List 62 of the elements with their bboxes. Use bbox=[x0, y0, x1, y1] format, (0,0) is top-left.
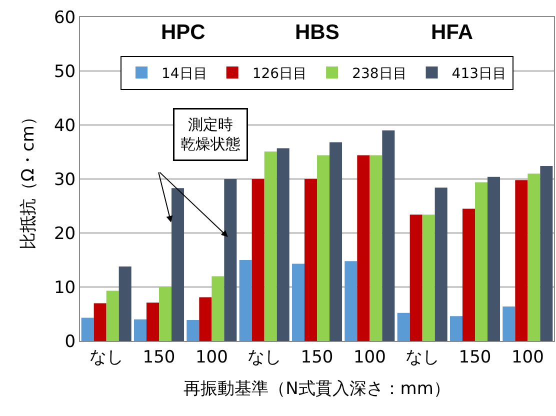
bar bbox=[515, 180, 528, 341]
bar bbox=[94, 303, 106, 341]
bar bbox=[146, 302, 159, 341]
bar bbox=[186, 320, 200, 341]
bar bbox=[304, 179, 317, 341]
bar bbox=[172, 188, 184, 341]
y-tick-label: 0 bbox=[64, 332, 76, 352]
bar bbox=[212, 276, 224, 341]
bar bbox=[118, 266, 132, 341]
bar bbox=[462, 208, 475, 341]
bar bbox=[528, 174, 540, 341]
bar bbox=[330, 142, 342, 341]
bar bbox=[224, 179, 237, 341]
bar bbox=[159, 287, 172, 341]
bar bbox=[81, 318, 94, 341]
annotation: 測定時乾燥状態 bbox=[180, 116, 240, 153]
legend-label: 14日目 bbox=[162, 66, 208, 82]
x-tick-label: 100 bbox=[353, 347, 386, 368]
legend-label: 413日目 bbox=[452, 66, 507, 82]
legend-label: 126日目 bbox=[252, 66, 308, 82]
y-tick-label: 30 bbox=[54, 170, 76, 190]
bar bbox=[252, 179, 264, 341]
y-tick-label: 40 bbox=[54, 116, 76, 136]
bar bbox=[239, 260, 252, 341]
bar bbox=[276, 148, 290, 341]
bar bbox=[106, 290, 119, 341]
bar bbox=[540, 166, 553, 341]
bar bbox=[134, 319, 146, 341]
x-tick-label: なし bbox=[89, 347, 124, 368]
x-tick-label: なし bbox=[247, 347, 282, 368]
x-tick-label: 150 bbox=[300, 347, 334, 368]
bar bbox=[475, 182, 488, 341]
bar bbox=[434, 188, 448, 341]
bar bbox=[450, 316, 462, 341]
x-tick-label: 100 bbox=[195, 347, 228, 368]
x-tick-label: なし bbox=[405, 347, 440, 368]
legend-label: 238日目 bbox=[352, 66, 407, 82]
annotation: HBS bbox=[295, 21, 340, 44]
bar bbox=[264, 151, 277, 341]
bar bbox=[199, 297, 212, 341]
x-tick-label: 150 bbox=[458, 347, 492, 368]
bar bbox=[382, 130, 395, 341]
x-axis-title: 再振動基準（N式貫入深さ：mm） bbox=[184, 378, 450, 399]
x-tick-label: 100 bbox=[511, 347, 544, 368]
annotation: HFA bbox=[431, 21, 473, 44]
bar bbox=[357, 155, 370, 341]
y-tick-label: 60 bbox=[54, 8, 76, 28]
y-tick-label: 50 bbox=[54, 62, 76, 82]
bar bbox=[317, 155, 330, 341]
bar bbox=[370, 155, 382, 341]
y-tick-label: 20 bbox=[54, 224, 76, 244]
y-tick-label: 10 bbox=[54, 278, 76, 298]
y-axis-title: 比抵抗（Ω・cm） bbox=[18, 108, 39, 250]
bar bbox=[397, 312, 410, 341]
x-tick-label: 150 bbox=[142, 347, 176, 368]
bar bbox=[488, 176, 500, 341]
bar bbox=[292, 264, 304, 341]
bar bbox=[410, 214, 422, 341]
annotation: HPC bbox=[161, 21, 206, 44]
bar bbox=[344, 261, 358, 341]
bar bbox=[502, 306, 516, 341]
bar bbox=[422, 214, 435, 341]
